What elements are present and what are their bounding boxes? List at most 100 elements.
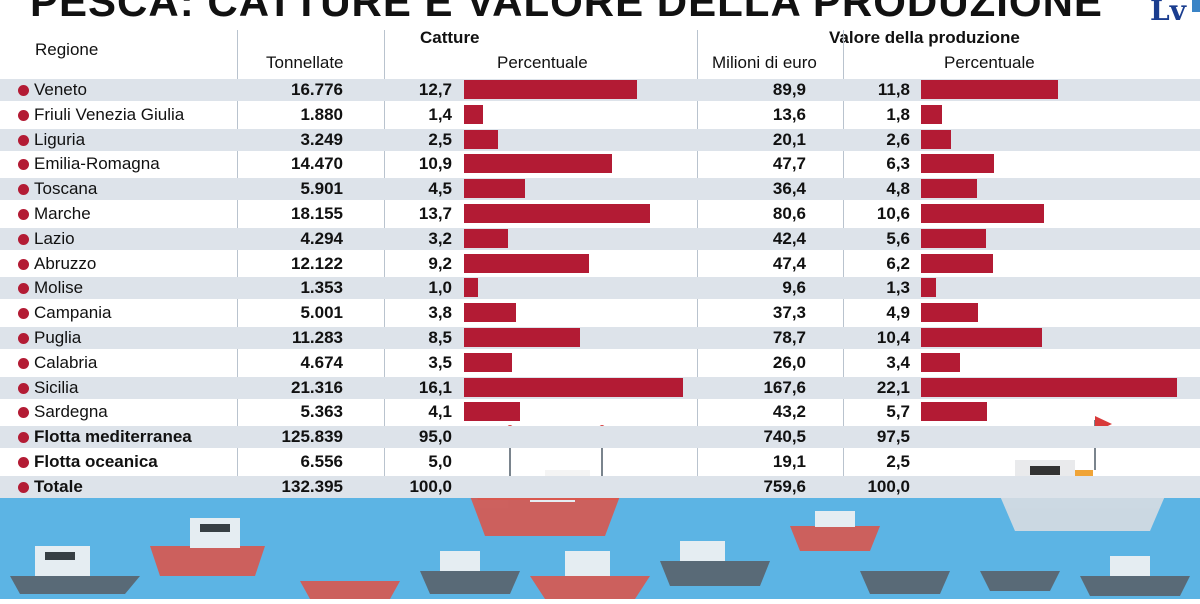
catture-pct-value: 8,5 (428, 328, 452, 347)
tonnellate-value: 1.353 (300, 278, 343, 298)
row-band (0, 128, 1200, 151)
bullet-dot (18, 432, 29, 444)
catture-bar (464, 253, 590, 273)
valore-bar (921, 154, 995, 174)
valore-pct-value: 1,3 (886, 278, 910, 298)
catture-pct-total: 95,0 (418, 427, 452, 447)
valore-pct-value: 10,4 (876, 328, 910, 347)
header-valore-percentuale: Percentuale (944, 53, 1035, 72)
tonnellate-value: 21.316 (291, 377, 343, 397)
catture-bar (464, 278, 478, 298)
catture-pct-value: 1,4 (428, 104, 452, 124)
tonnellate-value: 14.470 (291, 154, 343, 174)
valore-pct-value: 5,6 (886, 228, 910, 248)
tonnellate-value: 4.674 (300, 352, 343, 372)
milioni-value: 20,1 (772, 129, 806, 149)
tonnellate-value: 4.294 (300, 228, 343, 248)
region-label: Emilia-Romagna (34, 154, 160, 174)
valore-pct-value: 6,2 (886, 253, 910, 273)
fishing-boats-illustration (10, 486, 1190, 599)
tonnellate-value: 5.901 (300, 179, 343, 199)
region-label: Campania (34, 303, 112, 323)
bullet-dot (18, 159, 29, 171)
row-band (0, 327, 1200, 349)
valore-bar (921, 204, 1044, 223)
milioni-value: 47,4 (772, 253, 806, 273)
region-label: Puglia (34, 328, 82, 347)
row-band (0, 227, 1200, 250)
header-valore: Valore della produzione (829, 28, 1020, 47)
catture-pct-value: 9,2 (428, 253, 452, 273)
milioni-value: 78,7 (772, 328, 806, 347)
tonnellate-value: 16.776 (291, 80, 343, 99)
milioni-value: 42,4 (772, 228, 806, 248)
valore-bar (921, 228, 986, 248)
milioni-value: 26,0 (772, 352, 806, 372)
row-band (0, 178, 1200, 201)
valore-pct-value: 6,3 (886, 154, 910, 174)
region-label: Calabria (34, 352, 98, 372)
bullet-dot (18, 283, 29, 295)
divider-line (697, 30, 698, 490)
catture-bar (464, 154, 613, 174)
valore-pct-total: 100,0 (867, 476, 910, 496)
valore-bar (921, 328, 1042, 347)
milioni-total: 759,6 (763, 476, 806, 496)
header-catture-percentuale: Percentuale (497, 53, 588, 72)
catture-bar (464, 129, 498, 149)
bullet-dot (18, 457, 29, 468)
valore-pct-value: 3,4 (886, 352, 910, 372)
milioni-value: 9,6 (782, 278, 806, 298)
valore-pct-value: 4,9 (886, 303, 910, 323)
catture-bar (464, 402, 520, 422)
page-title: PESCA: CATTURE E VALORE DELLA PRODUZIONE (30, 0, 1103, 25)
bullet-dot (18, 209, 29, 220)
catture-bar (464, 352, 512, 372)
valore-bar (921, 377, 1178, 397)
logo-accent (1192, 0, 1200, 12)
bullet-dot (18, 481, 29, 493)
catture-pct-value: 13,7 (418, 204, 452, 223)
milioni-total: 740,5 (763, 427, 806, 447)
valore-pct-value: 11,8 (877, 80, 910, 99)
valore-bar (921, 104, 942, 124)
tonnellate-value: 1.880 (300, 104, 343, 124)
region-label: Sardegna (34, 402, 108, 422)
bullet-dot (18, 382, 29, 394)
catture-bar (464, 328, 580, 347)
divider-line (237, 30, 238, 490)
catture-pct-value: 3,8 (428, 303, 452, 323)
milioni-value: 37,3 (772, 303, 806, 323)
divider-line (384, 30, 385, 490)
valore-bar (921, 80, 1058, 99)
catture-bar (464, 204, 651, 223)
milioni-value: 89,9 (772, 80, 806, 99)
total-label: Totale (34, 476, 83, 496)
tonnellate-total: 125.839 (281, 427, 343, 447)
valore-pct-total: 2,5 (886, 452, 910, 471)
catture-bar (464, 228, 508, 248)
tonnellate-value: 5.001 (300, 303, 343, 323)
bullet-dot (18, 333, 29, 344)
valore-pct-value: 2,6 (886, 129, 910, 149)
milioni-value: 47,7 (772, 154, 806, 174)
tonnellate-value: 12.122 (291, 253, 343, 273)
header-milioni: Milioni di euro (712, 53, 817, 72)
region-label: Lazio (34, 228, 75, 248)
region-label: Sicilia (34, 377, 79, 397)
region-label: Friuli Venezia Giulia (34, 104, 185, 124)
milioni-value: 36,4 (772, 179, 806, 199)
valore-bar (921, 253, 993, 273)
region-label: Marche (34, 204, 91, 223)
catture-pct-value: 1,0 (428, 278, 452, 298)
catture-pct-value: 4,5 (428, 179, 452, 199)
tonnellate-value: 11.283 (291, 328, 343, 347)
bullet-dot (18, 134, 29, 146)
valore-pct-value: 4,8 (886, 179, 910, 199)
catture-pct-total: 5,0 (428, 452, 452, 471)
bullet-dot (18, 109, 29, 121)
bullet-dot (18, 308, 29, 320)
tonnellate-value: 18.155 (291, 204, 343, 223)
valore-pct-value: 1,8 (886, 104, 910, 124)
catture-pct-value: 2,5 (428, 129, 452, 149)
